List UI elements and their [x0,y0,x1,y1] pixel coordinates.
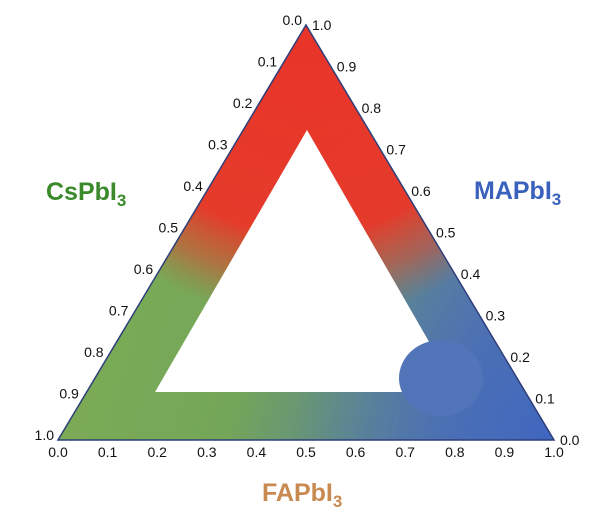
left-axis-tick-8: 0.8 [84,344,104,360]
bottom-axis-tick-4: 0.4 [247,444,267,460]
bottom-axis-tick-10: 1.0 [544,444,564,460]
left-axis-tick-7: 0.7 [109,303,129,319]
bottom-axis-tick-2: 0.2 [147,444,167,460]
left-axis-tick-0: 0.0 [283,12,303,28]
component-label-left: CsPbI3 [46,178,126,210]
right-axis-ticks: 1.0 0.9 0.8 0.7 0.6 0.5 0.4 0.3 0.2 0.1 0.0 [312,17,580,448]
triangle-outline [56,23,556,441]
left-axis-tick-2: 0.2 [233,95,253,111]
left-axis-ticks: 0.0 0.1 0.2 0.3 0.4 0.5 0.6 0.7 0.8 0.9 1.0 [35,12,303,443]
left-axis-tick-5: 0.5 [159,220,179,236]
right-axis-tick-0: 1.0 [312,17,332,33]
component-label-right: MAPbI3 [474,177,561,209]
right-axis-tick-2: 0.8 [362,100,382,116]
left-axis-tick-3: 0.3 [208,137,228,153]
right-axis-tick-10: 0.0 [560,432,580,448]
left-axis-tick-4: 0.4 [183,178,203,194]
bottom-axis-tick-1: 0.1 [98,444,118,460]
right-axis-tick-1: 0.9 [337,59,357,75]
bottom-axis-tick-5: 0.5 [296,444,316,460]
right-axis-tick-6: 0.4 [461,266,481,282]
left-axis-tick-10: 1.0 [35,427,55,443]
left-axis-tick-6: 0.6 [134,261,154,277]
right-axis-tick-5: 0.5 [436,225,456,241]
left-axis-tick-1: 0.1 [258,54,278,70]
bottom-axis-tick-6: 0.6 [346,444,366,460]
bottom-axis-tick-9: 0.9 [495,444,515,460]
composition-region-marker [399,340,483,416]
bottom-axis-tick-7: 0.7 [395,444,415,460]
right-axis-tick-7: 0.3 [486,308,506,324]
bottom-axis-ticks: 0.0 0.1 0.2 0.3 0.4 0.5 0.6 0.7 0.8 0.9 1.0 [48,444,564,460]
bottom-axis-tick-3: 0.3 [197,444,217,460]
bottom-axis-tick-8: 0.8 [445,444,465,460]
triangle-band [58,25,554,440]
bottom-axis-tick-0: 0.0 [48,444,68,460]
left-axis-tick-9: 0.9 [59,386,79,402]
right-axis-tick-3: 0.7 [386,142,406,158]
right-axis-tick-4: 0.6 [411,183,431,199]
right-axis-tick-9: 0.1 [535,391,555,407]
right-axis-tick-8: 0.2 [510,349,530,365]
component-label-bottom: FAPbI3 [262,479,342,511]
